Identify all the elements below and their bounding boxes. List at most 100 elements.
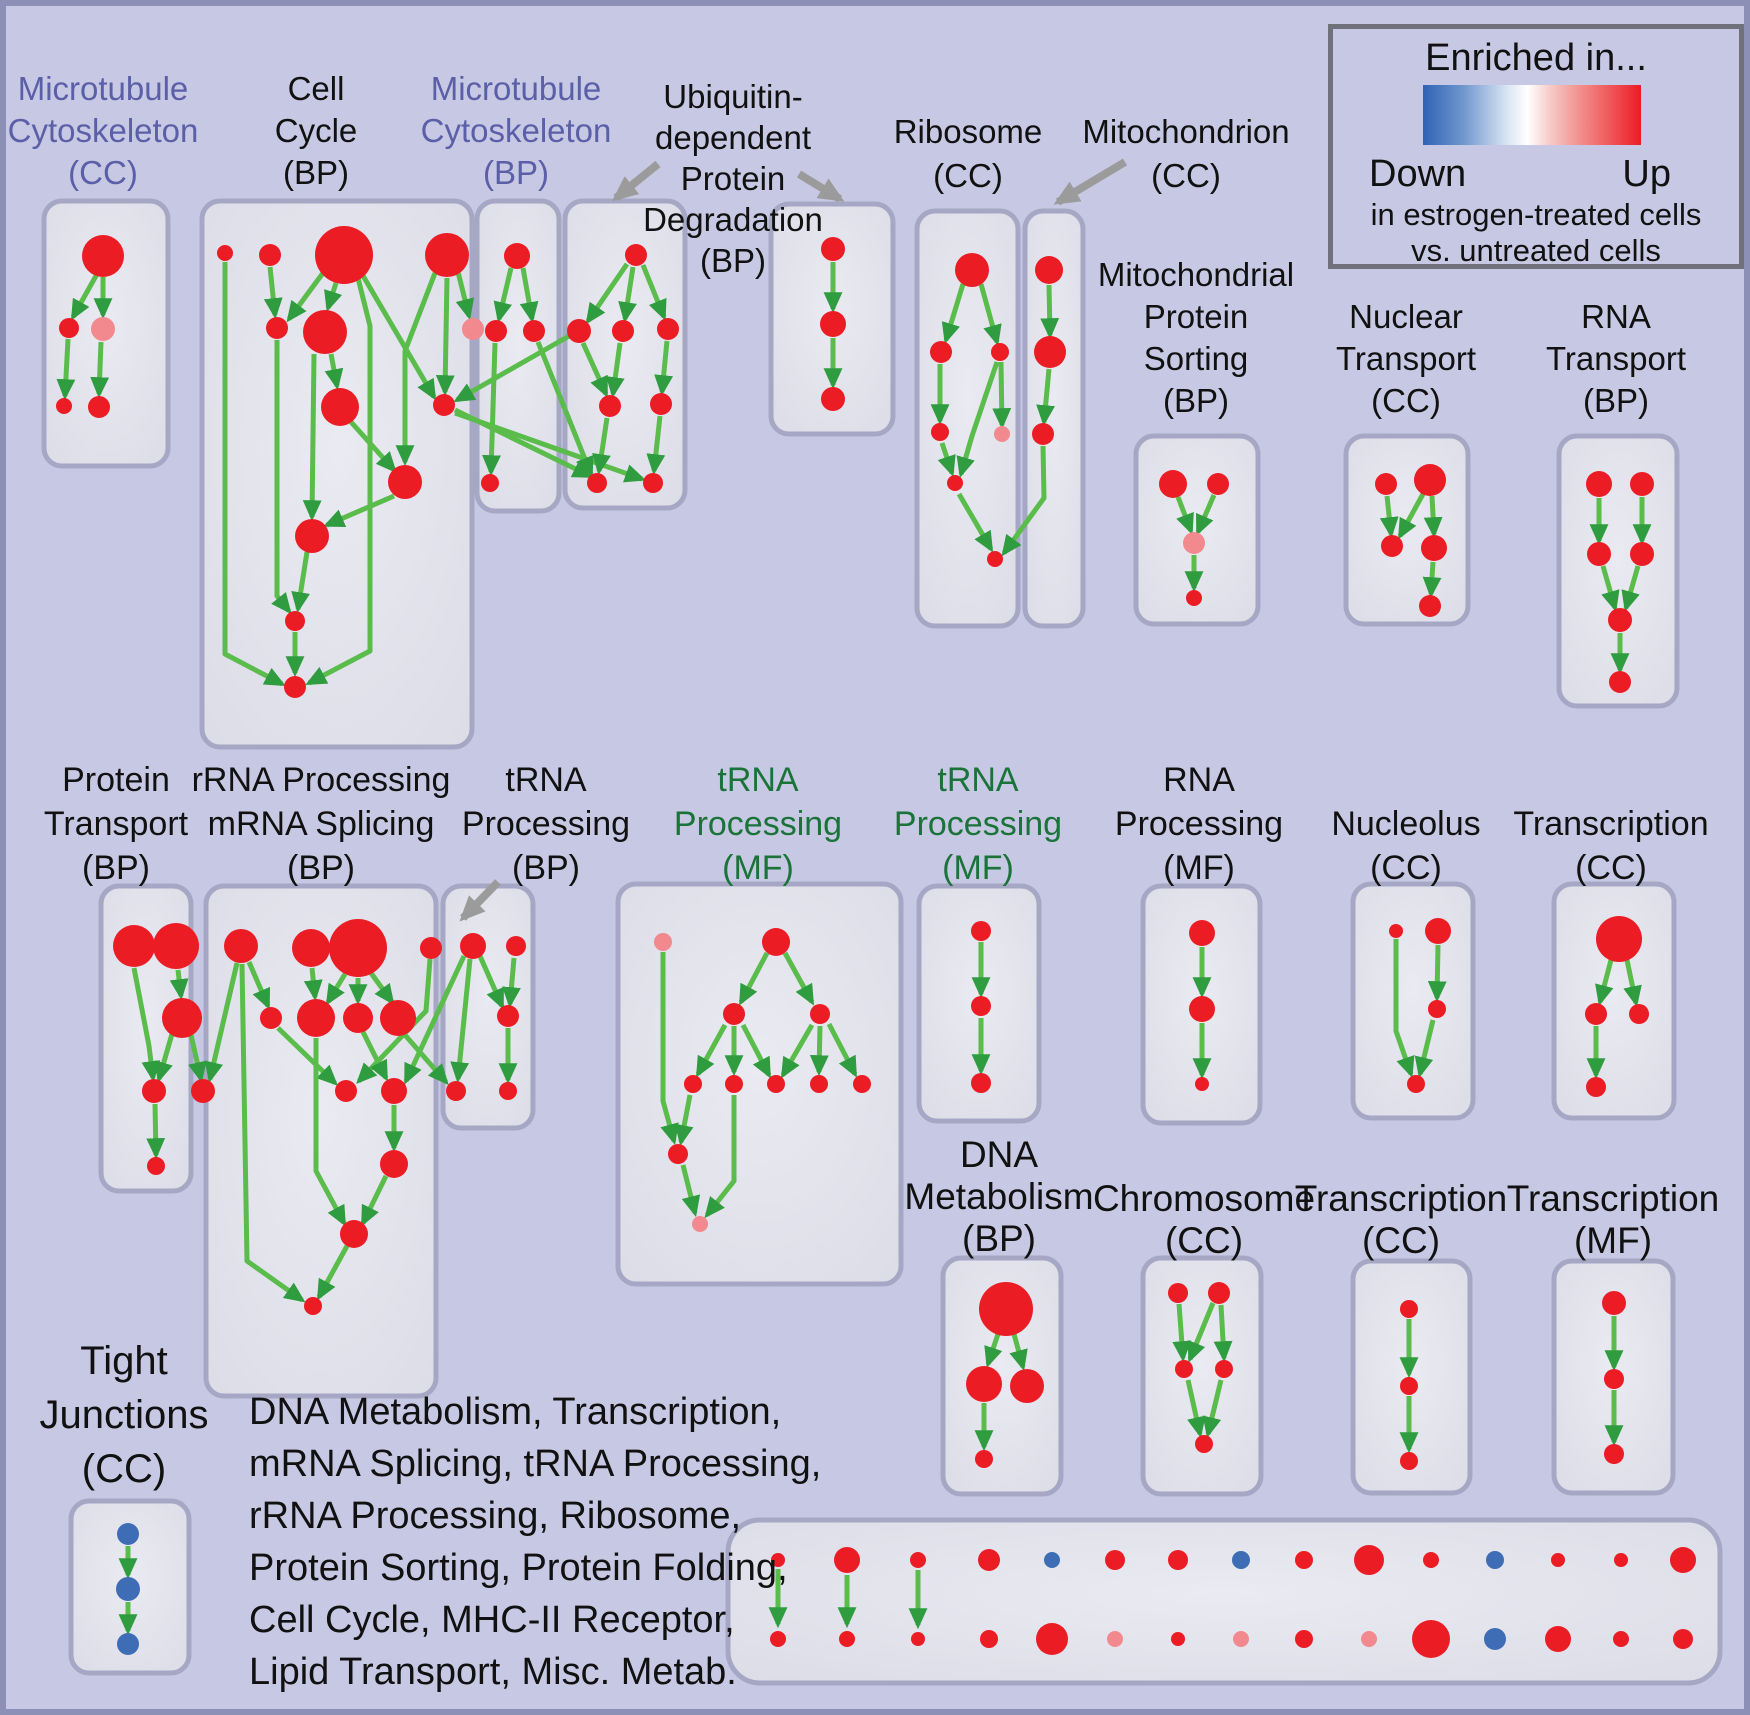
mitochondrion-cc-node xyxy=(1035,256,1063,284)
misc-bottom-node xyxy=(1412,1620,1450,1658)
chromosome-cc-node xyxy=(1175,1360,1193,1378)
cell-cycle-bp-edge xyxy=(359,272,437,401)
rrna-processing-mrna-splicing-bp-edge xyxy=(313,1038,347,1227)
ribosome-cc-node xyxy=(947,475,963,491)
misc-top-node xyxy=(910,1552,926,1568)
protein-transport-bp-node xyxy=(142,1079,166,1103)
misc-bottom-node xyxy=(1295,1630,1313,1648)
nuclear-transport-cc-node xyxy=(1375,473,1397,495)
transcription-cc-mid-edge xyxy=(1595,959,1614,1007)
misc-bottom-node xyxy=(1361,1631,1377,1647)
ribosome-cc-node xyxy=(931,423,949,441)
transcription-cc-bottom-node xyxy=(1400,1300,1418,1318)
cell-cycle-bp-node xyxy=(462,318,484,340)
cell-cycle-bp-edge xyxy=(455,271,475,321)
mitochondrion-cc-edge xyxy=(1036,368,1055,427)
cell-cycle-bp-edge xyxy=(435,277,455,397)
misc-top-node xyxy=(1670,1547,1696,1573)
mitochondrial-protein-sorting-bp-node xyxy=(1183,532,1205,554)
ribosome-cc-edge xyxy=(992,361,1012,430)
cell-cycle-bp-node xyxy=(303,310,347,354)
cell-cycle-bp-node xyxy=(285,611,305,631)
rna-processing-mf-node xyxy=(1195,1077,1209,1091)
microtubule-cytoskeleton-cc-edge xyxy=(56,338,76,401)
misc-top-node xyxy=(1614,1553,1628,1567)
transcription-mf-node xyxy=(1602,1291,1626,1315)
rrna-processing-mrna-splicing-bp-edge xyxy=(368,971,395,1006)
cell-cycle-bp-node xyxy=(217,245,233,261)
trna-processing-mf-large-node xyxy=(654,933,672,951)
rrna-processing-mrna-splicing-bp-edge xyxy=(246,961,271,1010)
microtubule-cytoskeleton-cc-node xyxy=(59,318,79,338)
misc-bottom-node xyxy=(1036,1623,1068,1655)
protein-transport-bp-node xyxy=(191,1079,215,1103)
nuclear-transport-cc-node xyxy=(1419,595,1441,617)
mitochondrion-cc-edge xyxy=(1040,284,1060,340)
rrna-processing-mrna-splicing-bp-node xyxy=(380,1000,416,1036)
nucleolus-cc-edge xyxy=(1414,1019,1436,1079)
rna-transport-bp-node xyxy=(1586,471,1612,497)
rrna-processing-mrna-splicing-bp-edge xyxy=(360,1174,389,1227)
misc-top-node xyxy=(1232,1551,1250,1569)
rrna-processing-mrna-splicing-bp-node xyxy=(297,999,335,1037)
trna-processing-mf-large-node xyxy=(810,1004,830,1024)
microtubule-cytoskeleton-bp-edge xyxy=(493,267,514,324)
ubiquitin-dependent-protein-degradation-bp-node xyxy=(587,473,607,493)
nuclear-transport-cc-node xyxy=(1381,535,1403,557)
rrna-processing-mrna-splicing-bp-node xyxy=(260,1007,282,1029)
nucleolus-cc-edge xyxy=(1427,944,1447,1003)
cell-cycle-bp-edge xyxy=(323,493,395,528)
ubiquitin-dependent-protein-degradation-bp-edge xyxy=(580,341,609,398)
ubiquitin-dependent-protein-degradation-bp-node xyxy=(567,319,591,343)
dna-metabolism-bp-node xyxy=(975,1450,993,1468)
ubiquitin-dependent-protein-degradation-bp-edge xyxy=(646,415,666,476)
microtubule-cytoskeleton-bp-node xyxy=(504,243,530,269)
ribosome-cc-node xyxy=(930,341,952,363)
trna-processing-mf-large-edge xyxy=(674,1094,694,1147)
trna-processing-mf-large-edge xyxy=(780,1023,815,1079)
nuclear-transport-cc-edge xyxy=(1422,561,1442,599)
chromosome-cc-node xyxy=(1195,1435,1213,1453)
nuclear-transport-cc-node xyxy=(1421,535,1447,561)
cell-cycle-bp-edge xyxy=(222,262,286,687)
cell-cycle-bp-edge xyxy=(305,277,373,686)
trna-processing-mf-large-edge xyxy=(740,1023,772,1079)
misc-bottom-node xyxy=(1545,1626,1571,1652)
chromosome-cc-edge xyxy=(1172,1303,1192,1363)
trna-processing-mf-large-node xyxy=(668,1144,688,1164)
transcription-cc-bottom-node xyxy=(1400,1377,1418,1395)
microtubule-cytoskeleton-bp-node xyxy=(481,474,499,492)
microtubule-cytoskeleton-cc-node xyxy=(88,396,110,418)
nuclear-transport-cc-edge xyxy=(1423,495,1443,539)
dna-metabolism-bp-node xyxy=(979,1282,1033,1336)
ubiquitin-dependent-protein-degradation-bp-edge xyxy=(585,262,630,325)
trna-processing-mf-large-node xyxy=(767,1075,785,1093)
legend: Enriched in... Down Up in estrogen-treat… xyxy=(1328,24,1744,269)
misc-top-node xyxy=(978,1549,1000,1571)
transcription-cc-mid-node xyxy=(1629,1004,1649,1024)
chromosome-cc-edge xyxy=(1213,1304,1233,1363)
rna-transport-bp-node xyxy=(1630,542,1654,566)
cell-cycle-bp-edge xyxy=(302,353,322,522)
cell-cycle-bp-node xyxy=(284,676,306,698)
misc-categories-box xyxy=(725,1517,1723,1686)
label-pointer-arrow-4 xyxy=(459,879,501,922)
transcription-cc-bottom-node xyxy=(1400,1452,1418,1470)
label-pointer-arrow-3 xyxy=(1053,158,1128,206)
edges-layer xyxy=(56,158,1652,1636)
misc-top-node xyxy=(1105,1550,1125,1570)
trna-processing-mf-large-node xyxy=(810,1075,828,1093)
microtubule-cytoskeleton-cc-node xyxy=(56,398,72,414)
transcription-cc-mid-node xyxy=(1596,916,1642,962)
rrna-processing-mrna-splicing-bp-edge xyxy=(360,1030,389,1082)
label-pointer-arrow-2 xyxy=(796,170,845,203)
rrna-processing-mrna-splicing-bp-node xyxy=(292,929,330,967)
trna-processing-mf-large-edge xyxy=(660,952,679,1146)
chromosome-cc-edge xyxy=(1187,1302,1216,1363)
misc-top-node xyxy=(834,1547,860,1573)
ribosome-cc-node xyxy=(955,253,989,287)
rna-transport-bp-node xyxy=(1608,608,1632,632)
trna-processing-bp-node xyxy=(499,1082,517,1100)
microtubule-cytoskeleton-bp-node xyxy=(523,320,545,342)
microtubule-cytoskeleton-bp-edge xyxy=(535,341,594,478)
